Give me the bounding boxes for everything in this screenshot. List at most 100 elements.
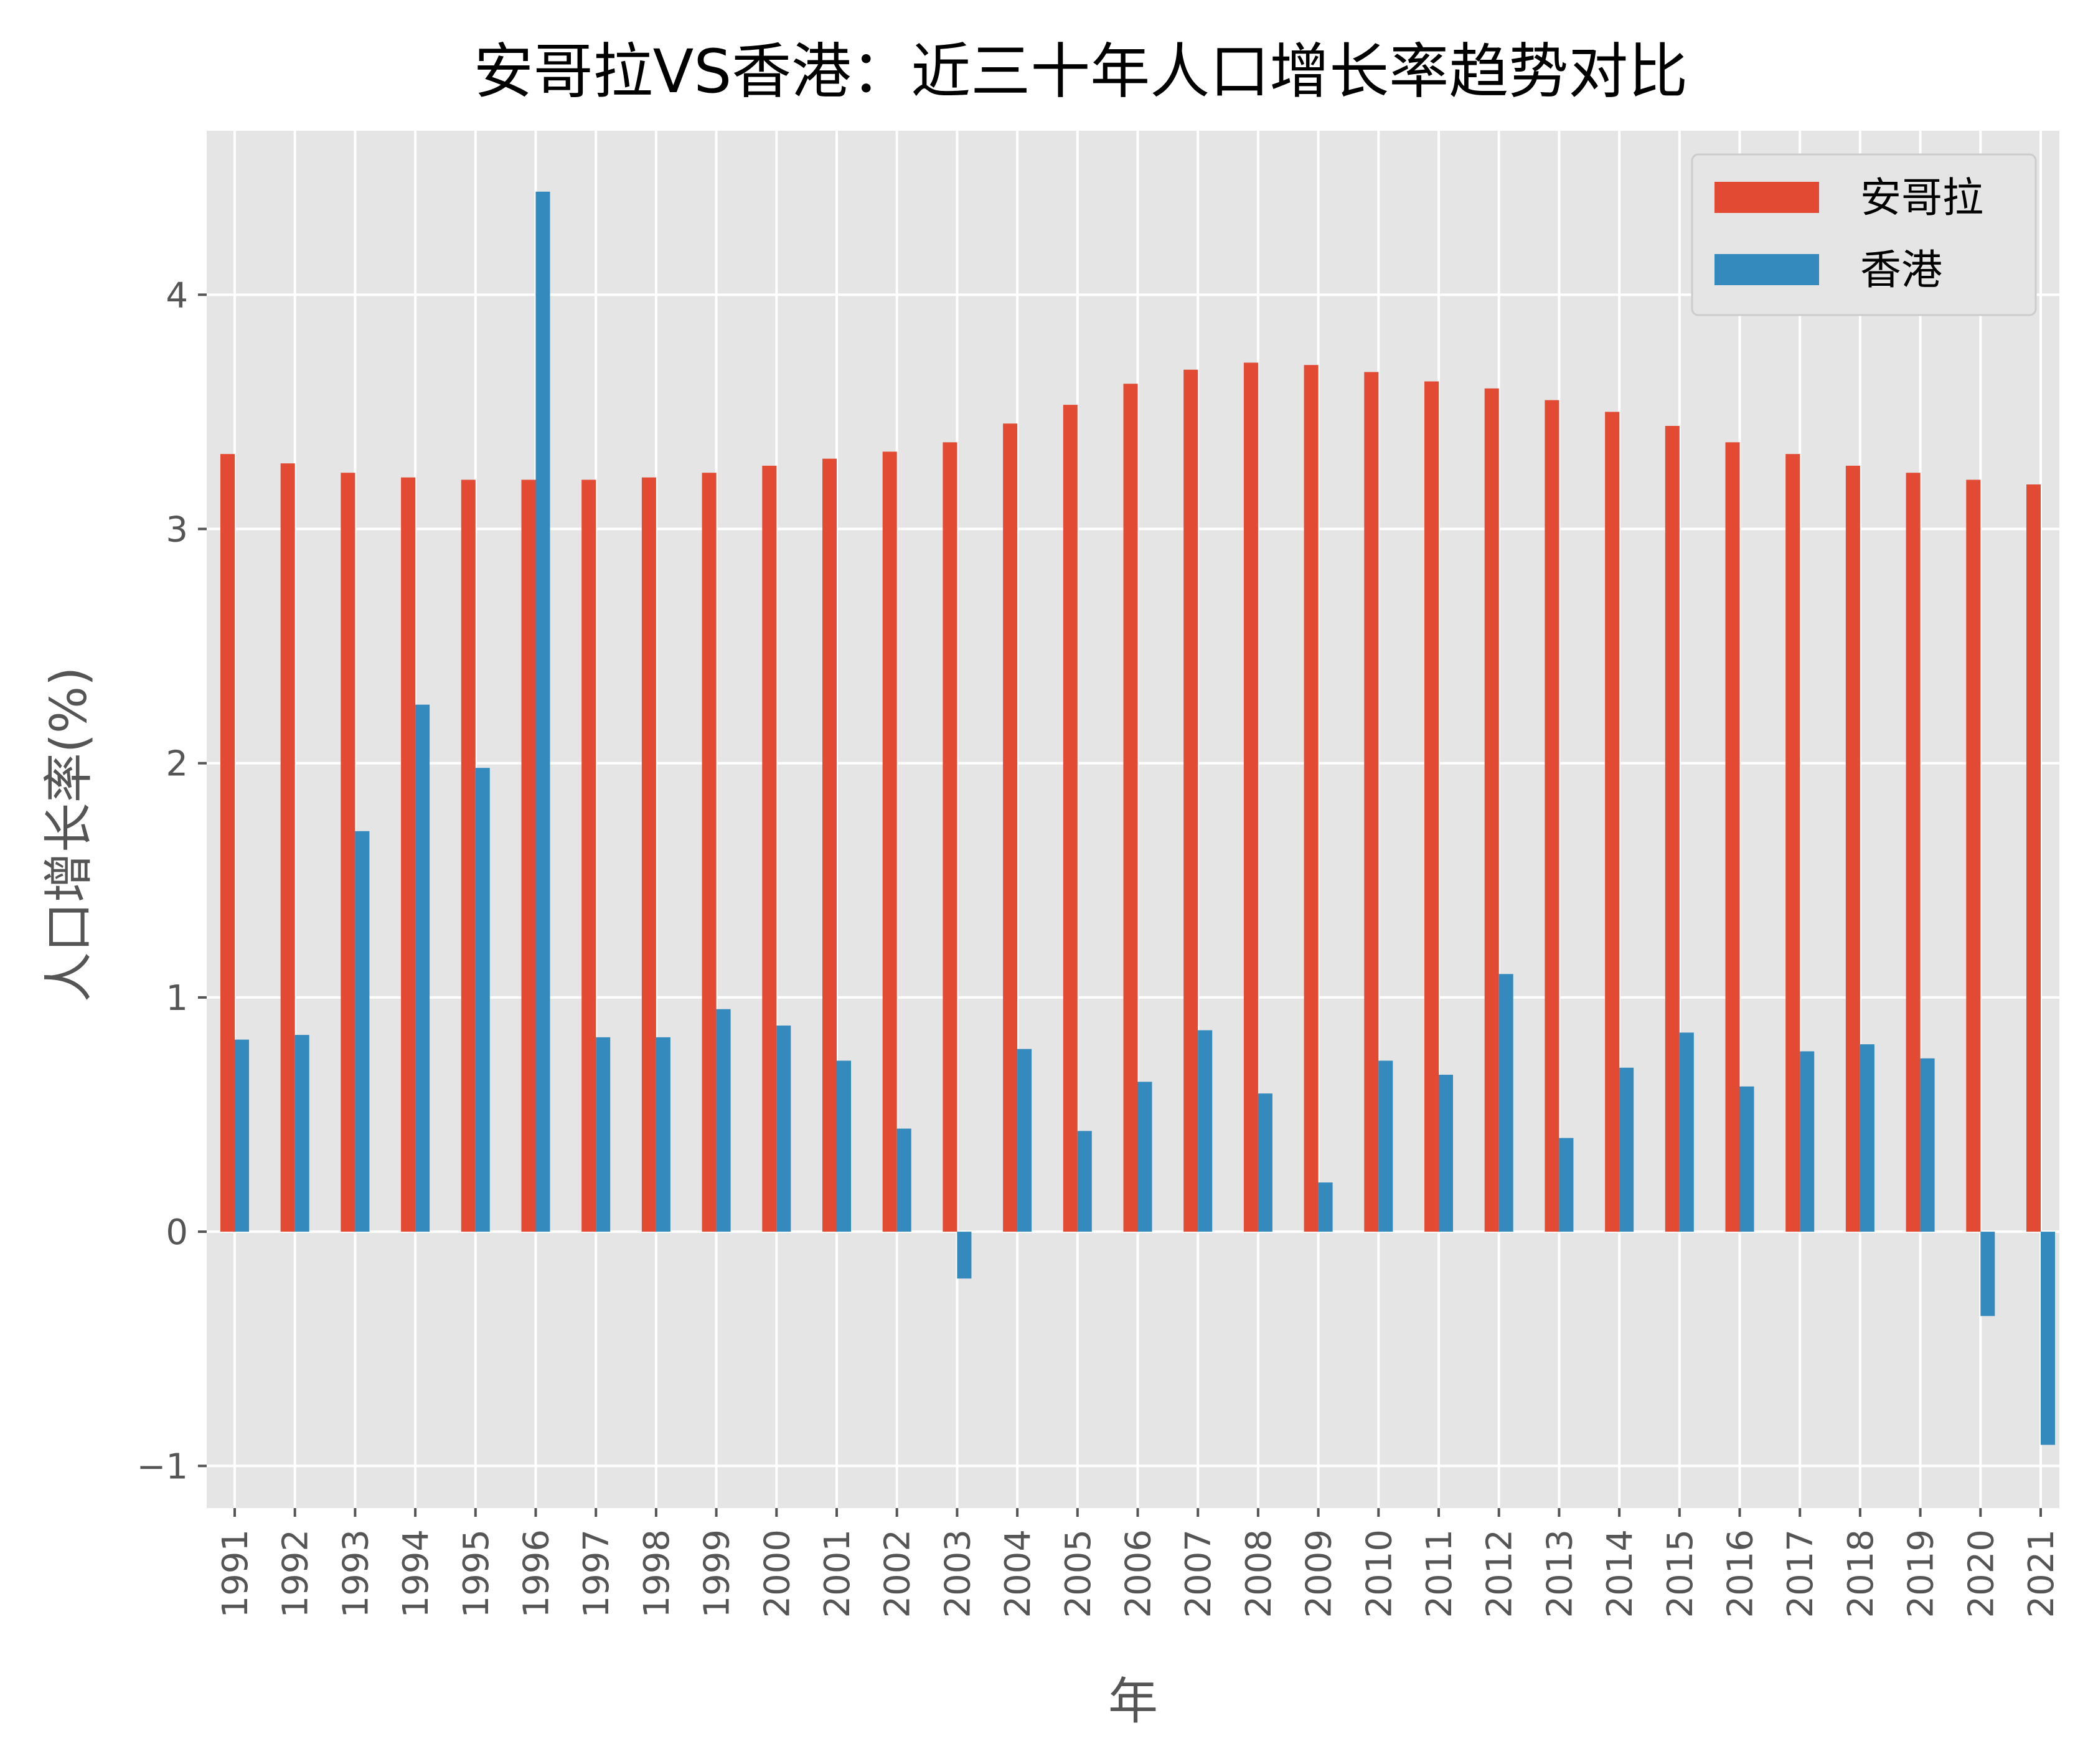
- bars: [220, 191, 2055, 1445]
- x-tick-label: 1996: [517, 1529, 557, 1618]
- bar-hongkong-2001: [837, 1060, 851, 1232]
- bar-angola-2009: [1304, 365, 1319, 1232]
- bar-hongkong-1999: [716, 1009, 731, 1232]
- x-tick-label: 1991: [215, 1529, 256, 1618]
- x-tick-label: 2010: [1359, 1529, 1399, 1618]
- bar-angola-2003: [943, 442, 957, 1232]
- bar-hongkong-1997: [596, 1037, 611, 1232]
- bar-hongkong-1994: [415, 704, 430, 1232]
- bar-hongkong-2002: [896, 1128, 911, 1232]
- bar-angola-2010: [1364, 372, 1379, 1232]
- y-axis: −1 0 1 2 3 4: [136, 275, 207, 1487]
- bar-angola-1996: [521, 479, 536, 1232]
- x-tick-label: 1999: [697, 1529, 738, 1618]
- x-tick-label: 2019: [1901, 1529, 1942, 1618]
- y-tick-label: 0: [166, 1212, 188, 1253]
- y-tick-label: −1: [136, 1446, 188, 1487]
- bar-hongkong-2018: [1860, 1044, 1874, 1232]
- bar-angola-1998: [641, 477, 656, 1232]
- legend: 安哥拉 香港: [1691, 153, 2037, 316]
- bar-hongkong-1996: [535, 191, 550, 1232]
- bar-hongkong-2014: [1619, 1067, 1634, 1232]
- x-tick-label: 2018: [1841, 1529, 1881, 1618]
- bar-hongkong-1993: [355, 831, 370, 1232]
- bar-angola-2020: [1966, 479, 1981, 1232]
- x-tick-label: 1995: [456, 1529, 497, 1618]
- x-tick-label: 1993: [336, 1529, 376, 1618]
- bar-hongkong-2019: [1920, 1058, 1935, 1232]
- bar-angola-2017: [1785, 454, 1800, 1232]
- bar-angola-2005: [1063, 405, 1078, 1232]
- y-axis-label: 人口增长率(%): [40, 667, 98, 1002]
- bar-angola-2000: [762, 465, 777, 1232]
- bar-angola-2006: [1123, 384, 1138, 1232]
- bar-hongkong-2015: [1679, 1032, 1694, 1232]
- bar-angola-2018: [1845, 465, 1860, 1232]
- bar-angola-2001: [822, 458, 837, 1232]
- bar-angola-2013: [1545, 400, 1559, 1232]
- bar-angola-2008: [1243, 362, 1258, 1232]
- x-tick-label: 2009: [1299, 1529, 1340, 1618]
- x-tick-label: 2021: [2021, 1529, 2062, 1618]
- bar-angola-2015: [1665, 426, 1680, 1232]
- bar-hongkong-2004: [1017, 1049, 1032, 1232]
- y-tick-label: 2: [166, 744, 188, 785]
- x-tick-label: 2015: [1660, 1529, 1701, 1618]
- legend-label-hongkong: 香港: [1860, 246, 1942, 294]
- bar-angola-2014: [1605, 412, 1620, 1232]
- bar-angola-2021: [2026, 484, 2041, 1232]
- bar-angola-2011: [1424, 381, 1439, 1232]
- x-tick-label: 1994: [396, 1529, 436, 1618]
- bar-angola-2016: [1725, 442, 1740, 1232]
- chart-title: 安哥拉VS香港：近三十年人口增长率趋势对比: [474, 37, 1688, 106]
- x-tick-label: 2006: [1119, 1529, 1159, 1618]
- bar-hongkong-2017: [1800, 1051, 1815, 1232]
- x-tick-label: 2011: [1419, 1529, 1460, 1618]
- x-tick-label: 2012: [1480, 1529, 1520, 1618]
- x-axis-label: 年: [1108, 1672, 1158, 1730]
- bar-hongkong-2008: [1258, 1093, 1272, 1232]
- bar-hongkong-2010: [1378, 1060, 1393, 1232]
- bar-hongkong-2021: [2041, 1232, 2055, 1445]
- bar-hongkong-2005: [1077, 1131, 1092, 1232]
- bar-angola-2007: [1183, 369, 1198, 1232]
- bar-hongkong-2009: [1318, 1182, 1333, 1232]
- x-tick-label: 1997: [576, 1529, 617, 1618]
- y-tick-label: 1: [166, 978, 188, 1019]
- x-tick-label: 2002: [878, 1529, 918, 1618]
- bar-hongkong-2013: [1559, 1138, 1574, 1232]
- x-tick-label: 2004: [998, 1529, 1038, 1618]
- bar-angola-1999: [702, 473, 717, 1232]
- bar-angola-2012: [1484, 388, 1499, 1232]
- bar-angola-1994: [401, 477, 416, 1232]
- bar-angola-2019: [1906, 473, 1921, 1232]
- bar-hongkong-2012: [1498, 974, 1513, 1232]
- y-tick-label: 4: [166, 275, 188, 316]
- legend-swatch-hongkong: [1714, 254, 1819, 285]
- x-tick-label: 1998: [637, 1529, 677, 1618]
- bar-hongkong-2000: [776, 1026, 791, 1232]
- x-tick-label: 2014: [1600, 1529, 1640, 1618]
- bar-angola-1995: [461, 479, 476, 1232]
- x-tick-label: 2013: [1540, 1529, 1580, 1618]
- bar-hongkong-1991: [235, 1039, 249, 1232]
- bar-hongkong-1995: [475, 768, 490, 1232]
- x-tick-label: 2003: [938, 1529, 978, 1618]
- bar-angola-1993: [341, 473, 355, 1232]
- bar-angola-1992: [280, 463, 295, 1232]
- x-tick-label: 1992: [276, 1529, 316, 1618]
- bar-hongkong-2006: [1137, 1082, 1152, 1232]
- bar-hongkong-2016: [1739, 1086, 1754, 1232]
- bar-hongkong-2020: [1980, 1232, 1995, 1316]
- x-tick-label: 2020: [1961, 1529, 2001, 1618]
- bar-hongkong-1992: [294, 1035, 309, 1232]
- bar-hongkong-2011: [1439, 1075, 1453, 1232]
- x-axis: 1991 1992 1993 1994 1995 1996 1997 1998 1999 2000…: [215, 1508, 2062, 1618]
- legend-swatch-angola: [1714, 182, 1819, 213]
- bar-hongkong-2007: [1198, 1030, 1213, 1232]
- x-tick-label: 2016: [1721, 1529, 1761, 1618]
- bar-hongkong-2003: [957, 1232, 972, 1279]
- bar-angola-1997: [581, 479, 596, 1232]
- x-tick-label: 2017: [1780, 1529, 1821, 1618]
